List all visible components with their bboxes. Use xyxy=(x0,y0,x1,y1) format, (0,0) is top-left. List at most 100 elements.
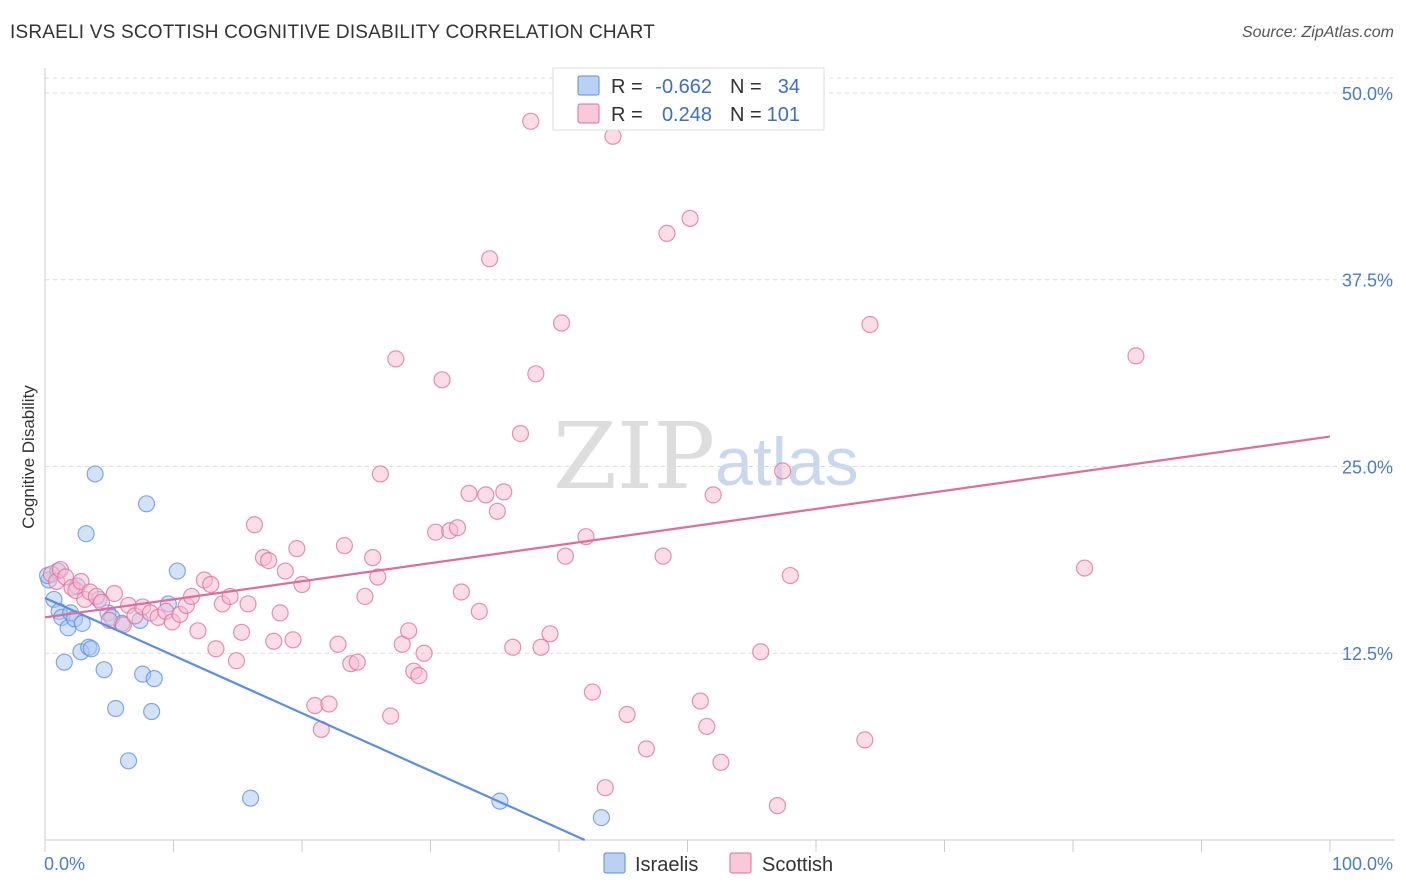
legend-r-label-scottish: R = xyxy=(611,104,643,126)
legend-swatch-scottish xyxy=(577,103,600,124)
series-scottish xyxy=(42,87,1145,815)
data-point xyxy=(495,483,513,501)
data-point xyxy=(637,740,655,758)
stats-legend: R = -0.662 N = 34 R = 0.248 N = 101 xyxy=(552,67,825,131)
data-point xyxy=(410,667,428,685)
data-point xyxy=(511,425,530,443)
data-point xyxy=(856,731,874,749)
series-legend-swatch-scottish[interactable] xyxy=(729,852,752,874)
trend-line-scottish xyxy=(44,435,1331,619)
series-legend-label-israelis[interactable]: Israelis xyxy=(635,854,698,876)
data-point xyxy=(681,209,699,228)
data-point xyxy=(348,653,366,671)
data-point xyxy=(712,753,730,771)
data-point xyxy=(618,705,636,724)
x-tick-label-max: 100.0% xyxy=(1332,854,1393,874)
data-point xyxy=(556,547,575,565)
data-point xyxy=(288,540,306,558)
data-point xyxy=(596,779,614,797)
data-point xyxy=(55,653,73,671)
legend-n-label-scottish: N = xyxy=(730,104,762,126)
data-point xyxy=(1075,559,1094,577)
data-point xyxy=(691,692,709,710)
data-point xyxy=(522,112,540,130)
x-tick-labels: 0.0% 100.0% xyxy=(44,854,1393,874)
data-point xyxy=(382,707,400,725)
data-point xyxy=(356,587,374,606)
legend-swatch-israelis xyxy=(577,75,600,96)
data-point xyxy=(245,516,264,534)
axes xyxy=(44,68,1395,852)
data-point xyxy=(86,465,104,483)
data-point xyxy=(143,702,161,721)
data-point xyxy=(293,575,311,594)
data-point xyxy=(242,789,260,807)
data-point xyxy=(239,595,257,613)
data-point xyxy=(704,486,722,504)
data-point xyxy=(541,625,559,643)
series-legend-label-scottish[interactable]: Scottish xyxy=(762,854,833,876)
data-point xyxy=(592,808,611,827)
y-tick-label: 12.5% xyxy=(1342,644,1393,664)
data-point xyxy=(415,644,433,662)
data-point xyxy=(477,486,495,504)
series-legend-swatch-israelis[interactable] xyxy=(603,852,626,874)
data-point xyxy=(329,635,347,653)
data-point xyxy=(527,365,545,383)
data-point xyxy=(95,661,113,679)
data-point xyxy=(387,350,405,368)
data-point xyxy=(1127,347,1145,365)
data-point xyxy=(448,519,467,537)
data-point xyxy=(207,640,225,658)
y-tick-label: 50.0% xyxy=(1342,84,1393,104)
watermark-zip: ZIP xyxy=(553,403,715,510)
data-point xyxy=(470,602,488,621)
trend-line-israelis xyxy=(44,596,586,842)
watermark-atlas: atlas xyxy=(715,424,859,500)
data-point xyxy=(552,314,571,332)
data-point xyxy=(583,683,602,701)
trend-lines xyxy=(44,435,1331,842)
data-point xyxy=(773,462,792,480)
data-point xyxy=(189,622,207,640)
y-axis-label: Cognitive Disability xyxy=(19,385,38,529)
data-point xyxy=(460,484,478,502)
gridlines xyxy=(45,77,1395,654)
data-point xyxy=(265,632,283,650)
data-point xyxy=(400,622,418,640)
data-point xyxy=(227,652,246,670)
data-point xyxy=(481,250,499,268)
data-point xyxy=(698,717,716,736)
data-point xyxy=(168,562,186,580)
legend-r-value-scottish: 0.248 xyxy=(662,104,712,126)
data-point xyxy=(306,696,324,715)
data-point xyxy=(658,224,676,242)
data-point xyxy=(335,537,354,555)
data-point xyxy=(82,640,100,658)
data-point xyxy=(276,562,294,580)
series-israelis xyxy=(38,465,611,827)
data-point xyxy=(77,525,95,543)
data-point xyxy=(371,465,389,483)
data-point xyxy=(233,623,251,641)
data-point xyxy=(107,699,125,718)
data-point xyxy=(861,315,879,334)
data-point xyxy=(364,549,382,567)
data-point xyxy=(654,547,672,565)
data-point xyxy=(320,695,338,713)
legend-r-value-israelis: -0.662 xyxy=(655,76,712,98)
data-point xyxy=(259,551,278,570)
data-point xyxy=(369,568,387,586)
legend-n-label-israelis: N = xyxy=(730,76,762,98)
data-point xyxy=(781,566,799,585)
legend-r-label-israelis: R = xyxy=(611,76,643,98)
data-point xyxy=(452,583,470,601)
data-point xyxy=(532,638,550,656)
y-tick-label: 37.5% xyxy=(1342,271,1393,291)
data-point xyxy=(202,575,220,594)
data-point xyxy=(504,638,522,656)
data-point xyxy=(604,127,622,145)
series-legend: Israelis Scottish xyxy=(603,852,833,876)
data-points xyxy=(38,87,1145,827)
